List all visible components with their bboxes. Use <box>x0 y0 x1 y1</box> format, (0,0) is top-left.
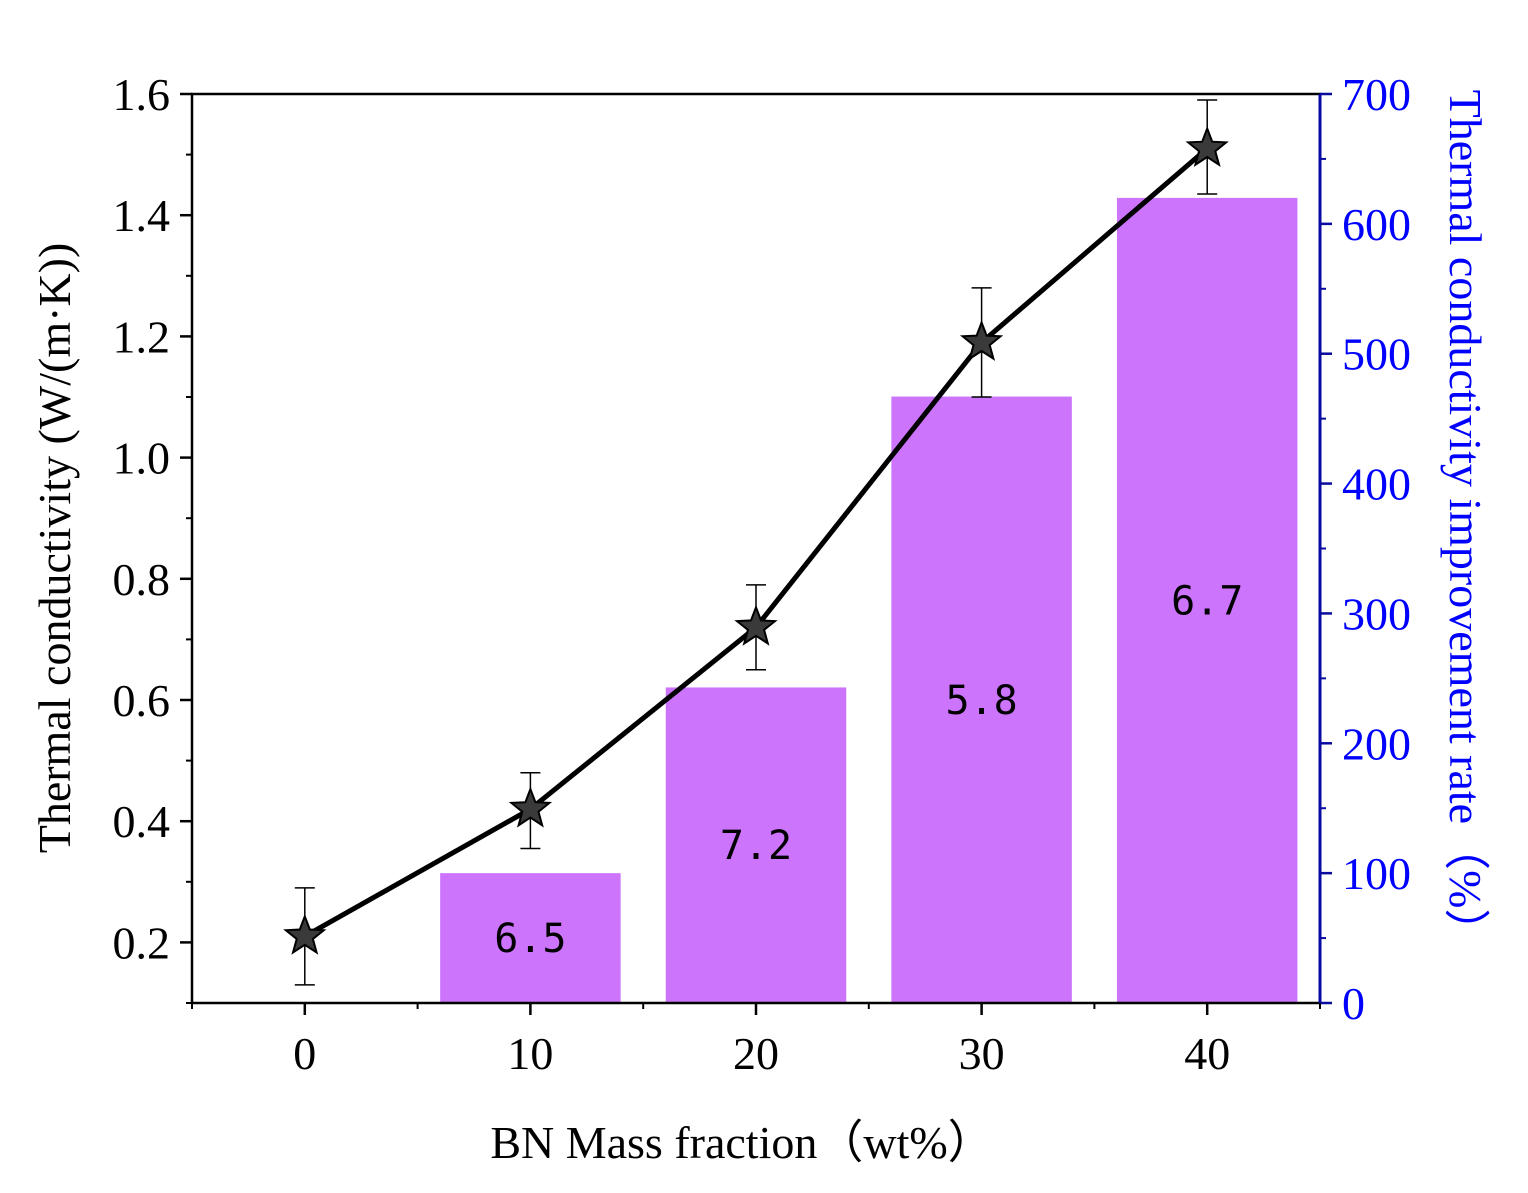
right-tick-label: 500 <box>1342 329 1411 380</box>
data-point-star-0 <box>283 913 327 955</box>
left-tick-label: 0.2 <box>113 917 171 968</box>
right-tick-label: 600 <box>1342 199 1411 250</box>
x-tick-label: 30 <box>959 1028 1005 1079</box>
right-tick-label: 0 <box>1342 978 1365 1029</box>
left-tick-label: 1.6 <box>113 69 171 120</box>
x-tick-label: 40 <box>1184 1028 1230 1079</box>
x-axis-title: BN Mass fraction（wt%） <box>490 1117 993 1168</box>
bar-value-label-40: 6.7 <box>1171 578 1243 624</box>
bar-40 <box>1116 197 1298 1003</box>
bar-10 <box>440 873 621 1003</box>
left-tick-label: 0.4 <box>113 796 171 847</box>
data-point-star-40 <box>1185 125 1229 167</box>
left-axis-title: Thermal conductivity (W/(m·K)) <box>29 243 80 854</box>
bar-value-label-20: 7.2 <box>720 823 792 869</box>
data-point-star-30 <box>959 319 1004 361</box>
x-tick-label: 20 <box>733 1028 779 1079</box>
marker-layer <box>283 125 1229 955</box>
left-tick-label: 0.6 <box>113 675 171 726</box>
bar-20 <box>665 687 847 1003</box>
left-tick-label: 1.2 <box>113 311 171 362</box>
right-tick-label: 700 <box>1342 69 1411 120</box>
right-tick-label: 200 <box>1342 718 1411 769</box>
right-tick-label: 100 <box>1342 848 1411 899</box>
bars-layer <box>440 197 1298 1003</box>
bar-value-label-10: 6.5 <box>494 916 566 962</box>
bar-labels-layer: 6.5 7.2 5.8 6.7 <box>494 578 1243 962</box>
bar-value-label-30: 5.8 <box>945 678 1017 724</box>
x-tick-label: 0 <box>293 1028 316 1079</box>
right-tick-label: 300 <box>1342 588 1411 639</box>
left-tick-label: 1.0 <box>113 433 171 484</box>
x-axis: 0 10 20 30 40 <box>191 1003 1321 1079</box>
right-axis: 0 100 200 300 400 500 600 700 <box>1320 69 1411 1029</box>
x-tick-label: 10 <box>507 1028 553 1079</box>
right-tick-label: 400 <box>1342 459 1411 510</box>
bar-30 <box>891 396 1072 1003</box>
right-axis-title: Thermal conductivity improvement rate（%） <box>1440 90 1491 955</box>
left-tick-label: 1.4 <box>113 190 171 241</box>
left-axis: 0.2 0.4 0.6 0.8 1.0 1.2 1.4 1.6 <box>113 69 192 1004</box>
left-tick-label: 0.8 <box>113 554 171 605</box>
data-point-star-10 <box>508 786 553 828</box>
data-point-star-20 <box>734 604 778 646</box>
